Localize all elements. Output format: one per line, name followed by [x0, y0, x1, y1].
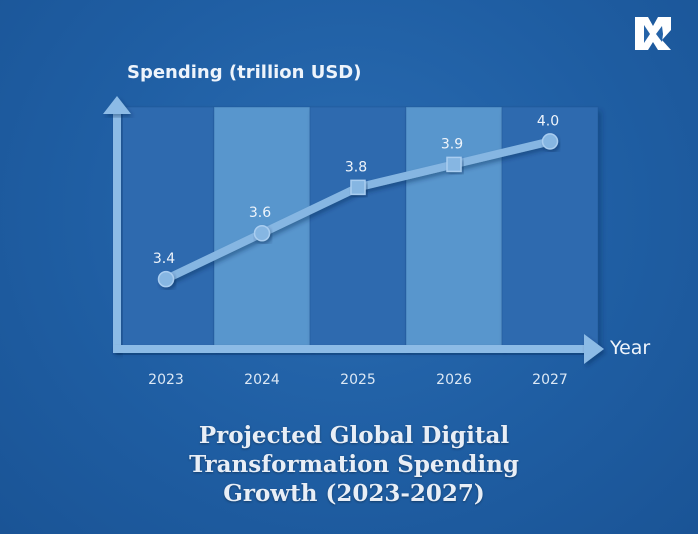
- data-label-2025: 3.8: [345, 159, 367, 175]
- series-line-group: [157, 133, 559, 288]
- column-2026: [405, 106, 503, 349]
- x-tick-label-2026: 2026: [436, 372, 472, 388]
- logo-icon: [635, 17, 671, 50]
- x-axis-label: Year: [610, 337, 651, 359]
- chart-title-line-2: Transformation Spending: [189, 451, 519, 478]
- x-tick-label-2025: 2025: [340, 372, 376, 388]
- x-tick-label-2027: 2027: [532, 372, 568, 388]
- data-point-2024: [253, 224, 271, 242]
- data-label-2026: 3.9: [441, 136, 463, 152]
- x-axis-line: [113, 345, 588, 353]
- chart-axes: [103, 96, 604, 364]
- data-point-2025: [350, 179, 366, 196]
- column-2025: [309, 106, 407, 349]
- y-axis-arrow: [103, 96, 131, 114]
- data-labels-group: 3.4 3.6 3.8 3.9 4.0: [153, 113, 559, 267]
- chart-title-line-3: Growth (2023-2027): [223, 480, 485, 507]
- data-point-2027: [541, 133, 559, 150]
- x-tick-label-2024: 2024: [244, 372, 280, 388]
- data-label-2023: 3.4: [153, 251, 175, 267]
- data-label-2027: 4.0: [537, 113, 559, 129]
- y-axis-line: [113, 108, 121, 352]
- data-point-2026: [446, 156, 462, 173]
- x-tick-label-2023: 2023: [148, 372, 184, 388]
- chart-title: Projected Global Digital Transformation …: [149, 421, 559, 508]
- y-axis-label: Spending (trillion USD): [127, 62, 362, 83]
- data-point-2023: [157, 270, 175, 288]
- column-2023: [117, 106, 215, 349]
- data-label-2024: 3.6: [249, 205, 271, 221]
- chart-title-line-1: Projected Global Digital: [198, 422, 510, 449]
- x-axis-arrow: [584, 334, 604, 364]
- x-tick-labels-group: 2023 2024 2025 2026 2027: [148, 372, 568, 388]
